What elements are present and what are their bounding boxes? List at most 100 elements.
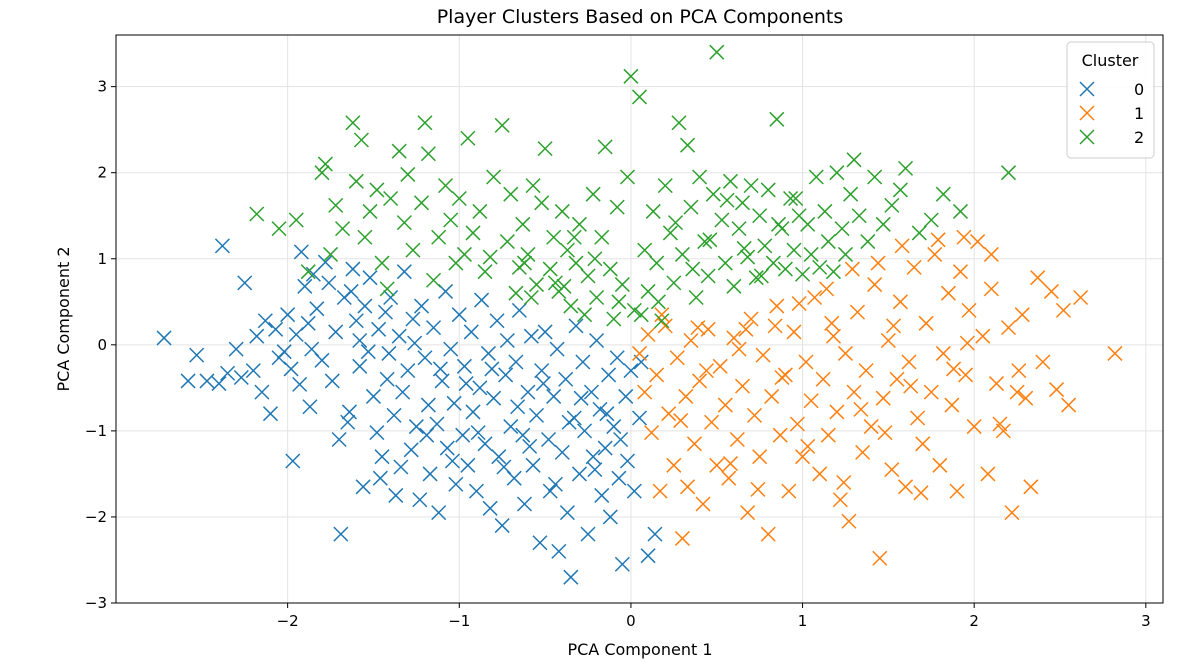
point-cluster-2	[374, 255, 390, 271]
point-cluster-0	[558, 371, 574, 387]
point-cluster-0	[448, 476, 464, 492]
point-cluster-0	[257, 313, 273, 329]
point-cluster-2	[594, 229, 610, 245]
point-cluster-0	[456, 358, 472, 374]
point-cluster-1	[631, 345, 648, 361]
point-cluster-2	[666, 275, 682, 291]
point-cluster-2	[323, 246, 339, 262]
point-cluster-1	[717, 397, 733, 413]
point-cluster-2	[413, 195, 430, 211]
point-cluster-0	[498, 367, 514, 383]
point-cluster-1	[892, 294, 908, 310]
point-cluster-0	[511, 302, 527, 318]
point-cluster-1	[837, 345, 853, 361]
point-cluster-2	[765, 255, 781, 271]
y-tick-label: −2	[85, 508, 107, 526]
point-cluster-0	[352, 358, 368, 374]
point-cluster-0	[535, 376, 551, 392]
point-cluster-2	[417, 115, 433, 131]
y-tick-label: −3	[85, 594, 107, 612]
point-cluster-0	[426, 320, 442, 336]
point-cluster-2	[829, 165, 845, 181]
point-cluster-2	[448, 255, 464, 271]
point-cluster-2	[559, 242, 575, 258]
axes-frame	[115, 34, 1164, 604]
point-cluster-0	[309, 301, 325, 317]
point-cluster-1	[1061, 397, 1077, 413]
legend-box	[1066, 41, 1155, 159]
point-cluster-2	[431, 229, 447, 245]
y-tick-label: 0	[97, 336, 107, 354]
point-cluster-0	[580, 526, 596, 542]
point-cluster-1	[726, 330, 742, 346]
point-cluster-0	[328, 324, 344, 340]
point-cluster-2	[271, 221, 287, 237]
point-cluster-2	[554, 203, 570, 219]
point-cluster-1	[1073, 289, 1089, 306]
point-cluster-2	[777, 261, 793, 277]
point-cluster-1	[683, 332, 699, 349]
point-cluster-0	[480, 345, 496, 361]
point-cluster-1	[846, 384, 862, 400]
point-cluster-0	[268, 321, 284, 337]
point-cluster-0	[377, 304, 394, 320]
legend-title: Cluster	[1082, 51, 1139, 70]
point-cluster-1	[1004, 505, 1020, 521]
point-cluster-1	[1009, 384, 1025, 400]
point-cluster-1	[740, 505, 756, 521]
point-cluster-1	[906, 259, 922, 275]
point-cluster-0	[542, 483, 558, 499]
point-cluster-2	[748, 270, 764, 286]
point-cluster-1	[695, 496, 711, 512]
point-cluster-0	[477, 436, 493, 452]
point-cluster-1	[680, 479, 696, 495]
point-cluster-2	[837, 246, 853, 262]
point-cluster-2	[472, 203, 488, 219]
y-tick-label: −1	[85, 422, 107, 440]
point-cluster-0	[391, 328, 407, 344]
point-cluster-0	[374, 449, 390, 465]
point-cluster-0	[388, 487, 404, 503]
point-cluster-0	[352, 332, 368, 349]
point-cluster-1	[760, 526, 776, 542]
point-cluster-2	[825, 264, 841, 280]
point-cluster-2	[626, 302, 642, 318]
point-cluster-1	[746, 407, 763, 423]
point-cluster-2	[817, 203, 833, 219]
point-cluster-1	[855, 444, 871, 460]
point-cluster-1	[853, 401, 869, 417]
point-cluster-2	[649, 255, 665, 271]
point-cluster-2	[602, 261, 618, 277]
point-cluster-0	[214, 238, 230, 254]
point-cluster-0	[499, 332, 515, 349]
point-cluster-2	[808, 169, 824, 185]
legend-marker-0	[1079, 81, 1095, 97]
point-cluster-1	[674, 530, 690, 546]
point-cluster-0	[343, 283, 359, 299]
point-cluster-2	[726, 278, 742, 294]
point-cluster-0	[489, 313, 505, 329]
point-cluster-1	[889, 371, 905, 387]
point-cluster-2	[734, 195, 751, 211]
point-cluster-2	[563, 298, 579, 314]
point-cluster-1	[686, 436, 702, 452]
point-cluster-2	[379, 281, 395, 297]
point-cluster-2	[654, 313, 670, 329]
point-cluster-0	[614, 556, 630, 572]
point-cluster-1	[841, 513, 857, 529]
point-cluster-1	[825, 328, 841, 344]
point-cluster-2	[451, 190, 467, 207]
point-cluster-0	[383, 289, 399, 306]
point-cluster-0	[417, 350, 433, 366]
point-cluster-2	[702, 232, 718, 248]
legend-label-0: 0	[1134, 80, 1144, 99]
point-cluster-0	[601, 367, 617, 383]
point-cluster-2	[542, 261, 558, 277]
point-cluster-2	[752, 208, 768, 224]
point-cluster-0	[357, 298, 373, 314]
y-ticks: −3 −2 −1 0 1 2 3	[85, 78, 116, 612]
point-cluster-2	[503, 186, 519, 202]
point-cluster-0	[463, 324, 479, 340]
point-cluster-2	[637, 242, 653, 258]
point-cluster-0	[412, 492, 428, 508]
